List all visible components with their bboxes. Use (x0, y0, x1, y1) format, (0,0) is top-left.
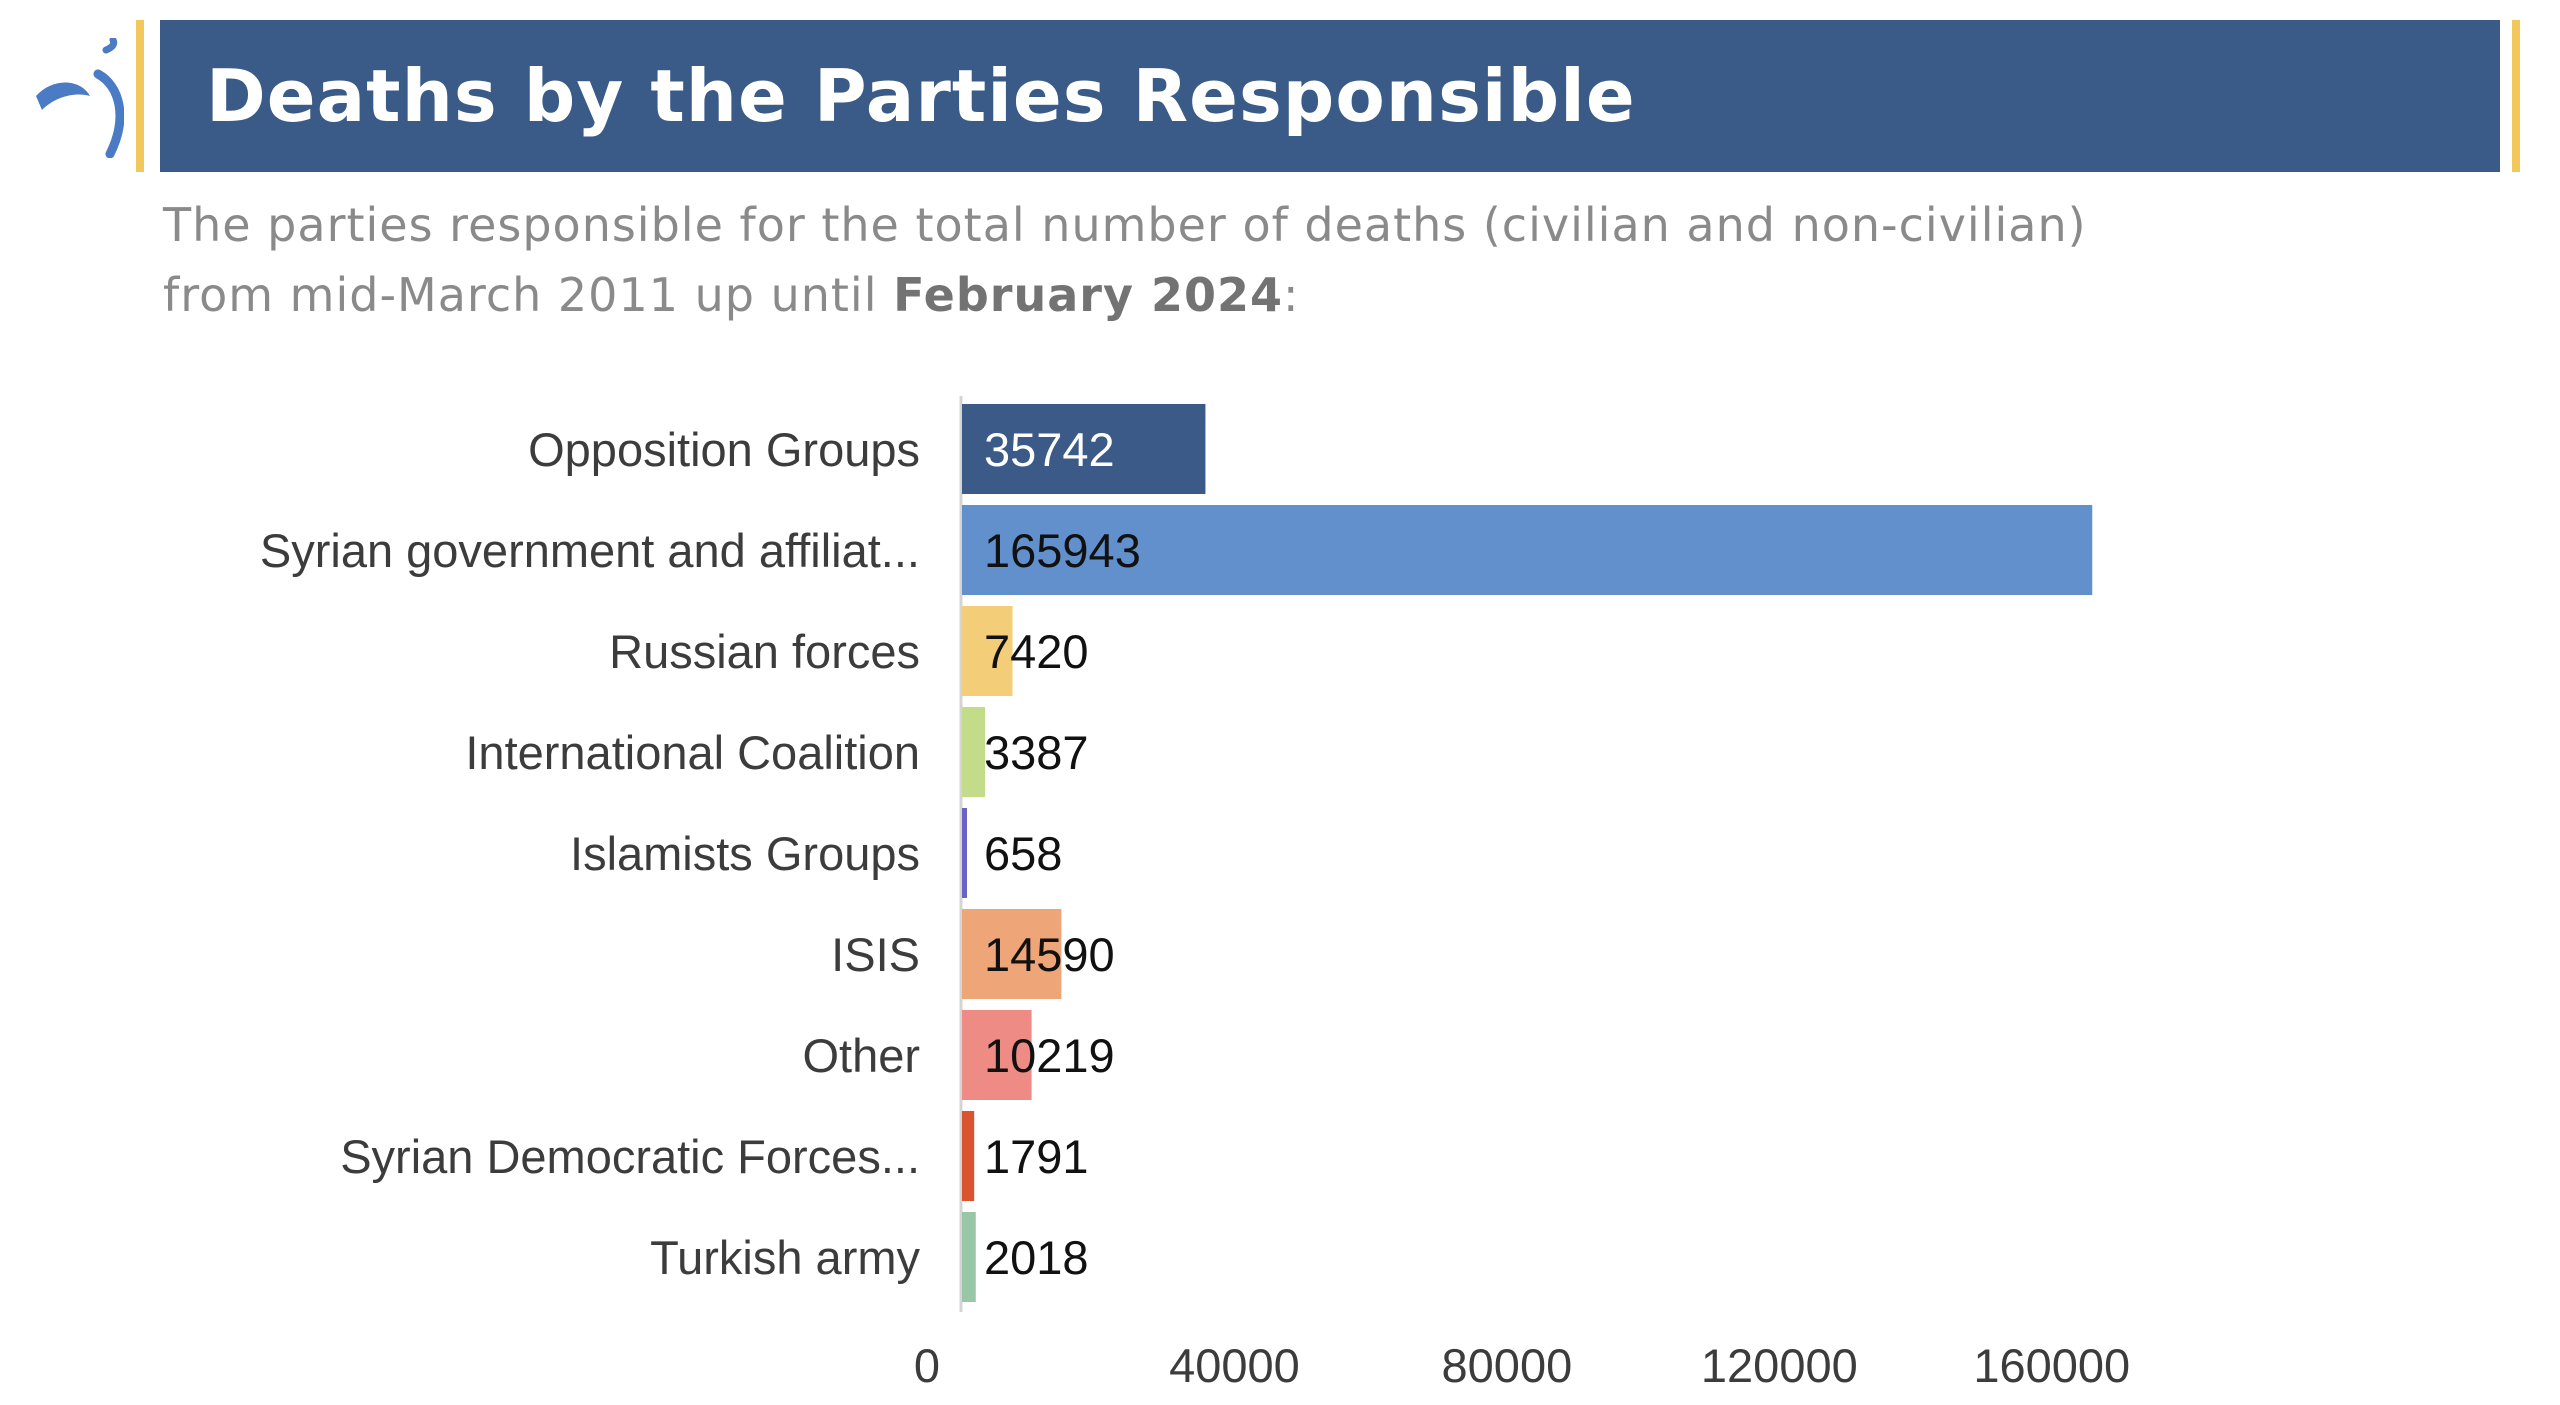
category-label-6: Other (802, 1029, 920, 1082)
category-label-5: ISIS (831, 928, 920, 981)
subtitle-line-2-prefix: from mid-March 2011 up until (163, 268, 894, 322)
value-label-6: 10219 (984, 1029, 1115, 1082)
value-label-1: 165943 (984, 524, 1141, 577)
bar-4 (962, 808, 967, 898)
value-label-2: 7420 (984, 625, 1089, 678)
x-tick-label-2: 80000 (1442, 1339, 1573, 1392)
subtitle: The parties responsible for the total nu… (163, 190, 2463, 330)
category-label-0: Opposition Groups (528, 423, 920, 476)
subtitle-line-2-suffix: : (1282, 268, 1300, 322)
title-banner: Deaths by the Parties Responsible (160, 20, 2500, 172)
value-label-8: 2018 (984, 1231, 1089, 1284)
x-tick-label-4: 160000 (1973, 1339, 2130, 1392)
value-label-3: 3387 (984, 726, 1089, 779)
category-label-3: International Coalition (465, 726, 920, 779)
bar-0 (962, 404, 1206, 494)
accent-bar-left (136, 20, 144, 172)
accent-bar-right (2512, 20, 2520, 172)
category-label-4: Islamists Groups (570, 827, 920, 880)
bar-3 (962, 707, 986, 797)
category-label-1: Syrian government and affiliat... (260, 524, 920, 577)
page-title: Deaths by the Parties Responsible (206, 54, 1636, 138)
subtitle-line-1: The parties responsible for the total nu… (163, 198, 2087, 252)
value-label-5: 14590 (984, 928, 1115, 981)
subtitle-line-2: from mid-March 2011 up until February 20… (163, 260, 2463, 330)
bar-6 (962, 1010, 1032, 1100)
category-label-7: Syrian Democratic Forces... (340, 1130, 920, 1183)
x-tick-label-1: 40000 (1169, 1339, 1300, 1392)
crescent-logo-icon (36, 38, 124, 158)
bar-8 (962, 1212, 976, 1302)
category-label-8: Turkish army (650, 1231, 920, 1284)
bar-1 (962, 505, 2093, 595)
x-tick-label-3: 120000 (1701, 1339, 1858, 1392)
subtitle-date: February 2024 (893, 268, 1283, 322)
x-tick-label-0: 0 (914, 1339, 940, 1392)
bar-5 (962, 909, 1062, 999)
category-label-2: Russian forces (609, 625, 920, 678)
value-label-0: 35742 (984, 423, 1115, 476)
bar-2 (962, 606, 1013, 696)
value-label-4: 658 (984, 827, 1062, 880)
value-label-7: 1791 (984, 1130, 1089, 1183)
bar-7 (962, 1111, 975, 1201)
